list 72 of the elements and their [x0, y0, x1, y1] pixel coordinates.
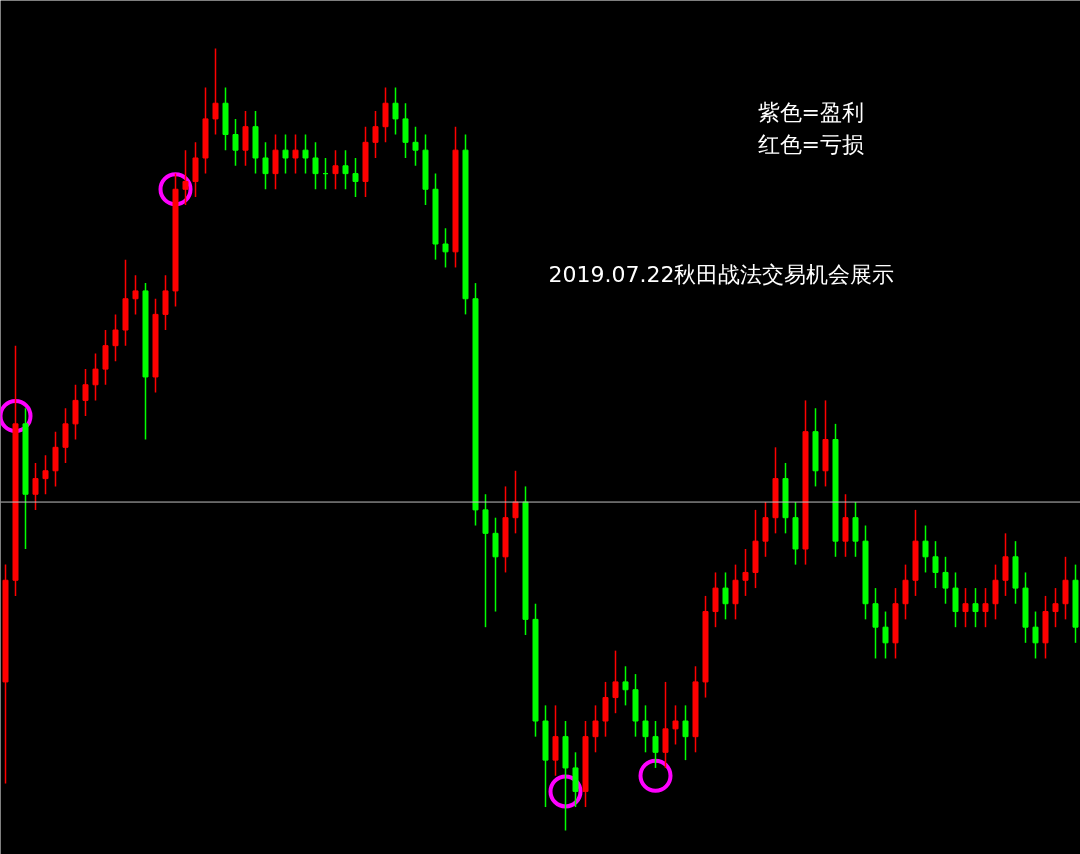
- candlestick: [312, 141, 319, 191]
- candlestick: [112, 313, 119, 363]
- candlestick: [242, 110, 249, 167]
- candlestick: [612, 649, 619, 714]
- candlestick: [872, 587, 879, 660]
- candlestick: [102, 329, 109, 386]
- candlestick: [482, 493, 489, 628]
- candlestick: [52, 430, 59, 488]
- candlestick: [352, 157, 359, 198]
- annotation: 2019.07.22秋田战法交易机会展示: [548, 261, 895, 287]
- candlestick: [602, 681, 609, 738]
- candlestick: [62, 407, 69, 464]
- candlestick: [882, 610, 889, 660]
- candlestick: [382, 86, 389, 144]
- candlestick: [952, 571, 959, 628]
- candlestick: [212, 47, 219, 136]
- candlestick: [442, 227, 449, 269]
- candlestick: [72, 384, 79, 441]
- candlestick: [1052, 587, 1059, 628]
- candlestick: [272, 133, 279, 191]
- candlestick: [852, 501, 859, 558]
- candlestick: [1002, 532, 1009, 597]
- candlestick: [622, 665, 629, 707]
- candlestick: [372, 110, 379, 159]
- candlestick: [82, 368, 89, 417]
- candlestick: [332, 149, 339, 191]
- candlestick: [962, 587, 969, 628]
- candlestick: [1032, 610, 1039, 660]
- candlestick: [682, 704, 689, 761]
- candlestick: [342, 149, 349, 191]
- candlestick: [162, 274, 169, 331]
- annotation: 紫色=盈利: [757, 99, 864, 125]
- candlestick: [992, 563, 999, 621]
- candlestick: [302, 133, 309, 175]
- candlestick: [572, 751, 579, 808]
- candlestick: [282, 133, 289, 175]
- candlestick: [672, 704, 679, 746]
- candlestick: [292, 133, 299, 175]
- candlestick: [652, 720, 659, 769]
- candlestick: [232, 118, 239, 167]
- candlestick: [182, 149, 189, 206]
- candlestick: [722, 571, 729, 621]
- candlestick: [642, 704, 649, 754]
- candlestick: [492, 516, 499, 613]
- candlestick: [402, 102, 409, 159]
- candlestick: [262, 141, 269, 191]
- candlestick: [512, 470, 519, 535]
- candlestick: [972, 587, 979, 628]
- candlestick: [592, 704, 599, 754]
- point: [548, 774, 583, 809]
- candlestick: [392, 86, 399, 136]
- candlestick: [842, 493, 849, 558]
- candlestick: [92, 352, 99, 402]
- candlestick: [42, 454, 49, 495]
- point: [638, 758, 673, 793]
- candlestick: [552, 704, 559, 777]
- candlestick: [412, 125, 419, 167]
- candlestick: [982, 587, 989, 628]
- annotation: 红色=亏损: [757, 131, 864, 157]
- candlestick: [902, 563, 909, 621]
- candlestick: [132, 274, 139, 316]
- candlestick: [1062, 556, 1069, 621]
- candlestick: [742, 548, 749, 597]
- candlestick: [662, 681, 669, 769]
- candlestick: [192, 141, 199, 198]
- candlestick: [942, 556, 949, 605]
- candlestick: [762, 501, 769, 558]
- candlestick: [32, 462, 39, 511]
- candlestick: [922, 524, 929, 574]
- candlestick: [712, 571, 719, 628]
- candlestick: [732, 563, 739, 621]
- candlestick: [932, 540, 939, 589]
